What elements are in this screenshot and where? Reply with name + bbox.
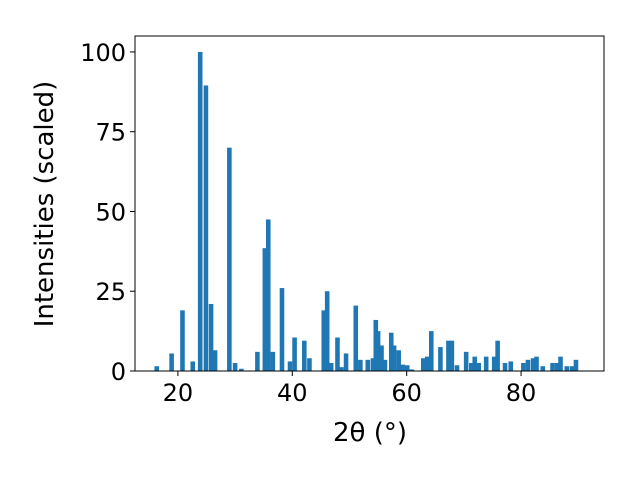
bar bbox=[388, 332, 394, 371]
bar bbox=[564, 366, 570, 371]
y-ticks-group: 0 25 50 75 100 bbox=[80, 39, 135, 386]
bar bbox=[328, 363, 334, 371]
bar bbox=[491, 356, 497, 371]
bar bbox=[449, 340, 455, 371]
bar bbox=[343, 353, 349, 371]
bar bbox=[255, 351, 260, 371]
x-tick-label: 80 bbox=[506, 379, 537, 407]
bar bbox=[203, 85, 209, 371]
bar bbox=[540, 366, 546, 371]
bar bbox=[324, 291, 330, 371]
bar bbox=[353, 305, 359, 371]
bar bbox=[375, 331, 381, 371]
x-axis-label: 2θ (°) bbox=[333, 418, 407, 448]
bar bbox=[212, 350, 218, 371]
bar bbox=[287, 361, 293, 371]
bar bbox=[180, 310, 185, 371]
bar bbox=[358, 359, 363, 371]
bar bbox=[239, 368, 244, 371]
bar bbox=[483, 356, 489, 371]
x-tick-label: 60 bbox=[391, 379, 422, 407]
bar bbox=[262, 248, 268, 371]
bar bbox=[321, 310, 327, 371]
bar bbox=[573, 359, 579, 371]
bar bbox=[569, 366, 575, 371]
bar bbox=[508, 361, 514, 371]
bar bbox=[227, 147, 232, 371]
bar bbox=[335, 337, 340, 371]
bar bbox=[438, 347, 443, 371]
y-tick-label: 50 bbox=[95, 198, 126, 226]
bar bbox=[454, 365, 460, 371]
bar bbox=[558, 356, 563, 371]
bar bbox=[302, 340, 307, 371]
bar bbox=[424, 356, 430, 371]
bar bbox=[404, 365, 410, 371]
bar bbox=[208, 304, 214, 371]
bar bbox=[534, 356, 539, 371]
bar bbox=[446, 340, 451, 371]
y-tick-label: 25 bbox=[95, 278, 126, 306]
x-ticks-group: 20 40 60 80 bbox=[163, 371, 537, 407]
bar bbox=[307, 358, 312, 371]
bar bbox=[502, 363, 508, 371]
bar bbox=[550, 363, 555, 371]
bar bbox=[530, 358, 536, 371]
bar bbox=[472, 356, 478, 371]
bar bbox=[476, 363, 482, 371]
bar bbox=[521, 363, 526, 371]
x-tick-label: 40 bbox=[277, 379, 308, 407]
y-tick-label: 0 bbox=[111, 358, 126, 386]
bar bbox=[379, 345, 384, 371]
y-tick-label: 100 bbox=[80, 39, 126, 67]
bar bbox=[197, 51, 203, 371]
bar bbox=[373, 319, 379, 371]
bar bbox=[396, 350, 401, 371]
bar bbox=[428, 331, 434, 371]
bar bbox=[400, 364, 405, 371]
bar bbox=[154, 366, 160, 371]
x-tick-label: 20 bbox=[163, 379, 194, 407]
y-axis-label: Intensities (scaled) bbox=[30, 81, 60, 328]
bar bbox=[169, 353, 174, 371]
bar bbox=[420, 358, 426, 371]
bar bbox=[265, 219, 271, 371]
bar bbox=[391, 345, 397, 371]
bar bbox=[463, 351, 469, 371]
bar bbox=[382, 359, 388, 371]
bar bbox=[270, 351, 276, 371]
bar bbox=[292, 337, 297, 371]
bar bbox=[469, 363, 474, 371]
y-tick-label: 75 bbox=[95, 119, 126, 147]
plot-frame bbox=[134, 35, 605, 372]
bar bbox=[232, 363, 238, 371]
bar bbox=[365, 359, 371, 371]
bars-group bbox=[154, 51, 579, 371]
bar bbox=[409, 369, 415, 371]
bar bbox=[554, 363, 560, 371]
bar bbox=[525, 359, 531, 371]
bar bbox=[339, 367, 344, 371]
bar bbox=[495, 340, 500, 371]
bar bbox=[370, 358, 376, 371]
bar bbox=[190, 361, 196, 371]
bar bbox=[279, 288, 285, 371]
